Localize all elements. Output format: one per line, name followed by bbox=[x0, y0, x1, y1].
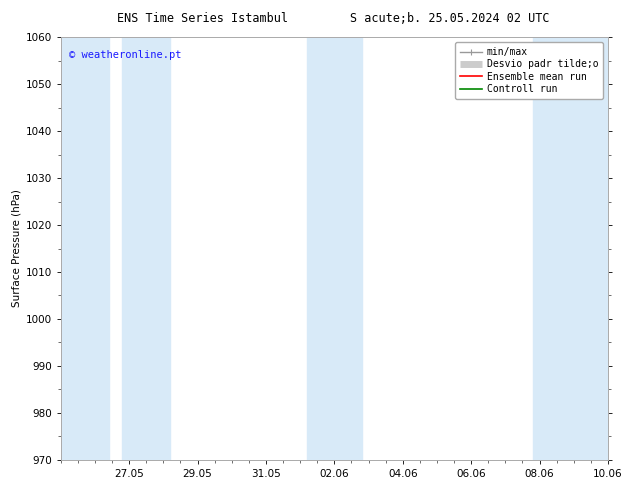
Bar bbox=[61, 37, 108, 460]
Text: ENS Time Series Istambul: ENS Time Series Istambul bbox=[117, 12, 288, 25]
Y-axis label: Surface Pressure (hPa): Surface Pressure (hPa) bbox=[11, 190, 22, 307]
Bar bbox=[533, 37, 608, 460]
Text: © weatheronline.pt: © weatheronline.pt bbox=[69, 50, 181, 60]
Bar bbox=[122, 37, 170, 460]
Legend: min/max, Desvio padr tilde;o, Ensemble mean run, Controll run: min/max, Desvio padr tilde;o, Ensemble m… bbox=[455, 42, 603, 99]
Bar bbox=[307, 37, 361, 460]
Text: S acute;b. 25.05.2024 02 UTC: S acute;b. 25.05.2024 02 UTC bbox=[351, 12, 550, 25]
